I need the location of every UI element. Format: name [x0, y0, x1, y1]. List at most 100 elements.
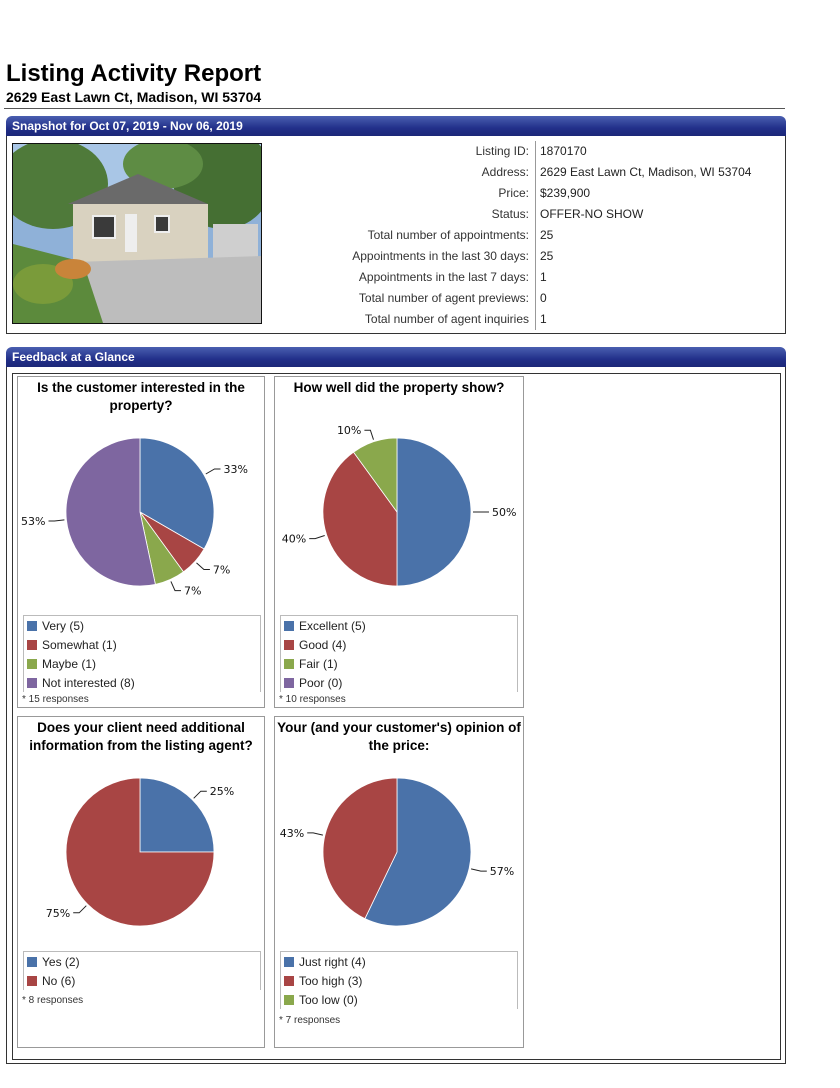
info-value: 2629 East Lawn Ct, Madison, WI 53704 [540, 165, 752, 179]
info-label: Status: [300, 204, 536, 225]
slice-leader-line [364, 429, 374, 440]
legend-swatch [284, 975, 294, 986]
legend-swatch [284, 677, 294, 688]
legend-label: Not interested (8) [42, 675, 135, 690]
legend-label: Somewhat (1) [42, 637, 117, 652]
slice-percent-label: 7% [213, 564, 230, 577]
report-title: Listing Activity Report [6, 60, 262, 87]
legend-label: Too low (0) [299, 992, 358, 1007]
pie-chart: 57% 43% [280, 777, 514, 927]
slice-leader-line [48, 519, 65, 522]
pie-chart: 33% 7% 7% 53% [21, 437, 248, 598]
pie-slice [322, 451, 398, 587]
pie-slice [65, 437, 156, 587]
legend-item: Just right (4) [281, 952, 517, 971]
info-label: Price: [300, 183, 536, 204]
feedback-chart-card: Is the customer interested in the proper… [17, 376, 265, 708]
response-count: * 10 responses [279, 694, 346, 705]
info-row: Price: $239,900 [300, 183, 751, 204]
feedback-heading: Feedback at a Glance [6, 347, 786, 367]
legend-item: Excellent (5) [281, 616, 517, 635]
legend-item: Fair (1) [281, 654, 517, 673]
info-row: Total number of agent inquiries 1 [300, 309, 751, 330]
pie-slice [65, 777, 215, 927]
legend-item: Yes (2) [24, 952, 260, 971]
info-value: 1 [540, 270, 547, 284]
legend-swatch [27, 975, 37, 986]
legend-label: Poor (0) [299, 675, 343, 690]
pie-slice [139, 777, 215, 853]
legend-swatch [284, 639, 294, 650]
info-value: 1870170 [540, 144, 587, 158]
report-address: 2629 East Lawn Ct, Madison, WI 53704 [6, 89, 262, 105]
info-row: Total number of agent previews: 0 [300, 288, 751, 309]
chart-legend: Excellent (5) Good (4) Fair (1) Poor (0) [280, 615, 518, 692]
chart-title: Your (and your customer's) opinion of th… [277, 720, 521, 753]
pie-slice [364, 777, 472, 927]
legend-item: Too low (0) [281, 990, 517, 1009]
legend-label: Just right (4) [299, 954, 366, 969]
slice-leader-line [309, 535, 325, 540]
slice-percent-label: 57% [490, 865, 514, 878]
legend-item: Poor (0) [281, 673, 517, 692]
info-label: Total number of appointments: [300, 225, 536, 246]
legend-item: No (6) [24, 971, 260, 990]
response-count: * 7 responses [279, 1015, 341, 1026]
response-count: * 8 responses [22, 995, 84, 1006]
pie-chart: 25% 75% [46, 777, 234, 927]
info-label: Address: [300, 162, 536, 183]
divider [4, 108, 785, 109]
info-value: 0 [540, 291, 547, 305]
chart-legend: Very (5) Somewhat (1) Maybe (1) Not interes… [23, 615, 261, 692]
legend-swatch [27, 620, 37, 631]
legend-label: No (6) [42, 973, 76, 988]
slice-percent-label: 53% [21, 515, 45, 528]
legend-label: Excellent (5) [299, 618, 366, 633]
info-row: Total number of appointments: 25 [300, 225, 751, 246]
legend-swatch [27, 956, 37, 967]
info-value: 1 [540, 312, 547, 326]
slice-leader-line [73, 905, 87, 914]
chart-legend: Just right (4) Too high (3) Too low (0) [280, 951, 518, 1009]
legend-item: Good (4) [281, 635, 517, 654]
legend-label: Maybe (1) [42, 656, 97, 671]
info-row: Listing ID: 1870170 [300, 141, 751, 162]
legend-swatch [27, 639, 37, 650]
slice-percent-label: 75% [46, 907, 70, 920]
pie-slice [396, 437, 472, 587]
chart-title: Is the customer interested in the proper… [37, 380, 245, 413]
feedback-inner [12, 373, 781, 1060]
feedback-chart-card: Does your client need additional informa… [17, 716, 265, 1048]
slice-leader-line [307, 832, 324, 836]
slice-percent-label: 40% [282, 533, 306, 546]
info-row: Appointments in the last 30 days: 25 [300, 246, 751, 267]
info-value: $239,900 [540, 186, 591, 200]
listing-info: Listing ID: 1870170 Address: 2629 East Lawn… [300, 141, 751, 330]
legend-label: Too high (3) [299, 973, 363, 988]
info-row: Address: 2629 East Lawn Ct, Madison, WI 5… [300, 162, 751, 183]
legend-item: Maybe (1) [24, 654, 260, 673]
slice-percent-label: 33% [224, 463, 248, 476]
info-label: Appointments in the last 7 days: [300, 267, 536, 288]
legend-label: Fair (1) [299, 656, 338, 671]
info-value: 25 [540, 249, 554, 263]
slice-percent-label: 10% [337, 424, 361, 437]
slice-percent-label: 43% [280, 827, 304, 840]
listing-photo [12, 143, 262, 324]
info-label: Listing ID: [300, 141, 536, 162]
legend-item: Somewhat (1) [24, 635, 260, 654]
slice-percent-label: 7% [184, 585, 201, 598]
feedback-chart-card: How well did the property show? 50% 40% 10%… [274, 376, 524, 708]
info-row: Appointments in the last 7 days: 1 [300, 267, 751, 288]
legend-item: Not interested (8) [24, 673, 260, 692]
legend-swatch [284, 620, 294, 631]
info-label: Total number of agent inquiries [300, 309, 536, 330]
slice-percent-label: 50% [492, 506, 516, 519]
legend-swatch [284, 956, 294, 967]
info-value: OFFER-NO SHOW [540, 207, 644, 221]
legend-label: Yes (2) [42, 954, 80, 969]
info-row: Status: OFFER-NO SHOW [300, 204, 751, 225]
legend-swatch [284, 994, 294, 1005]
feedback-chart-card: Your (and your customer's) opinion of th… [274, 716, 524, 1048]
slice-leader-line [205, 468, 221, 475]
